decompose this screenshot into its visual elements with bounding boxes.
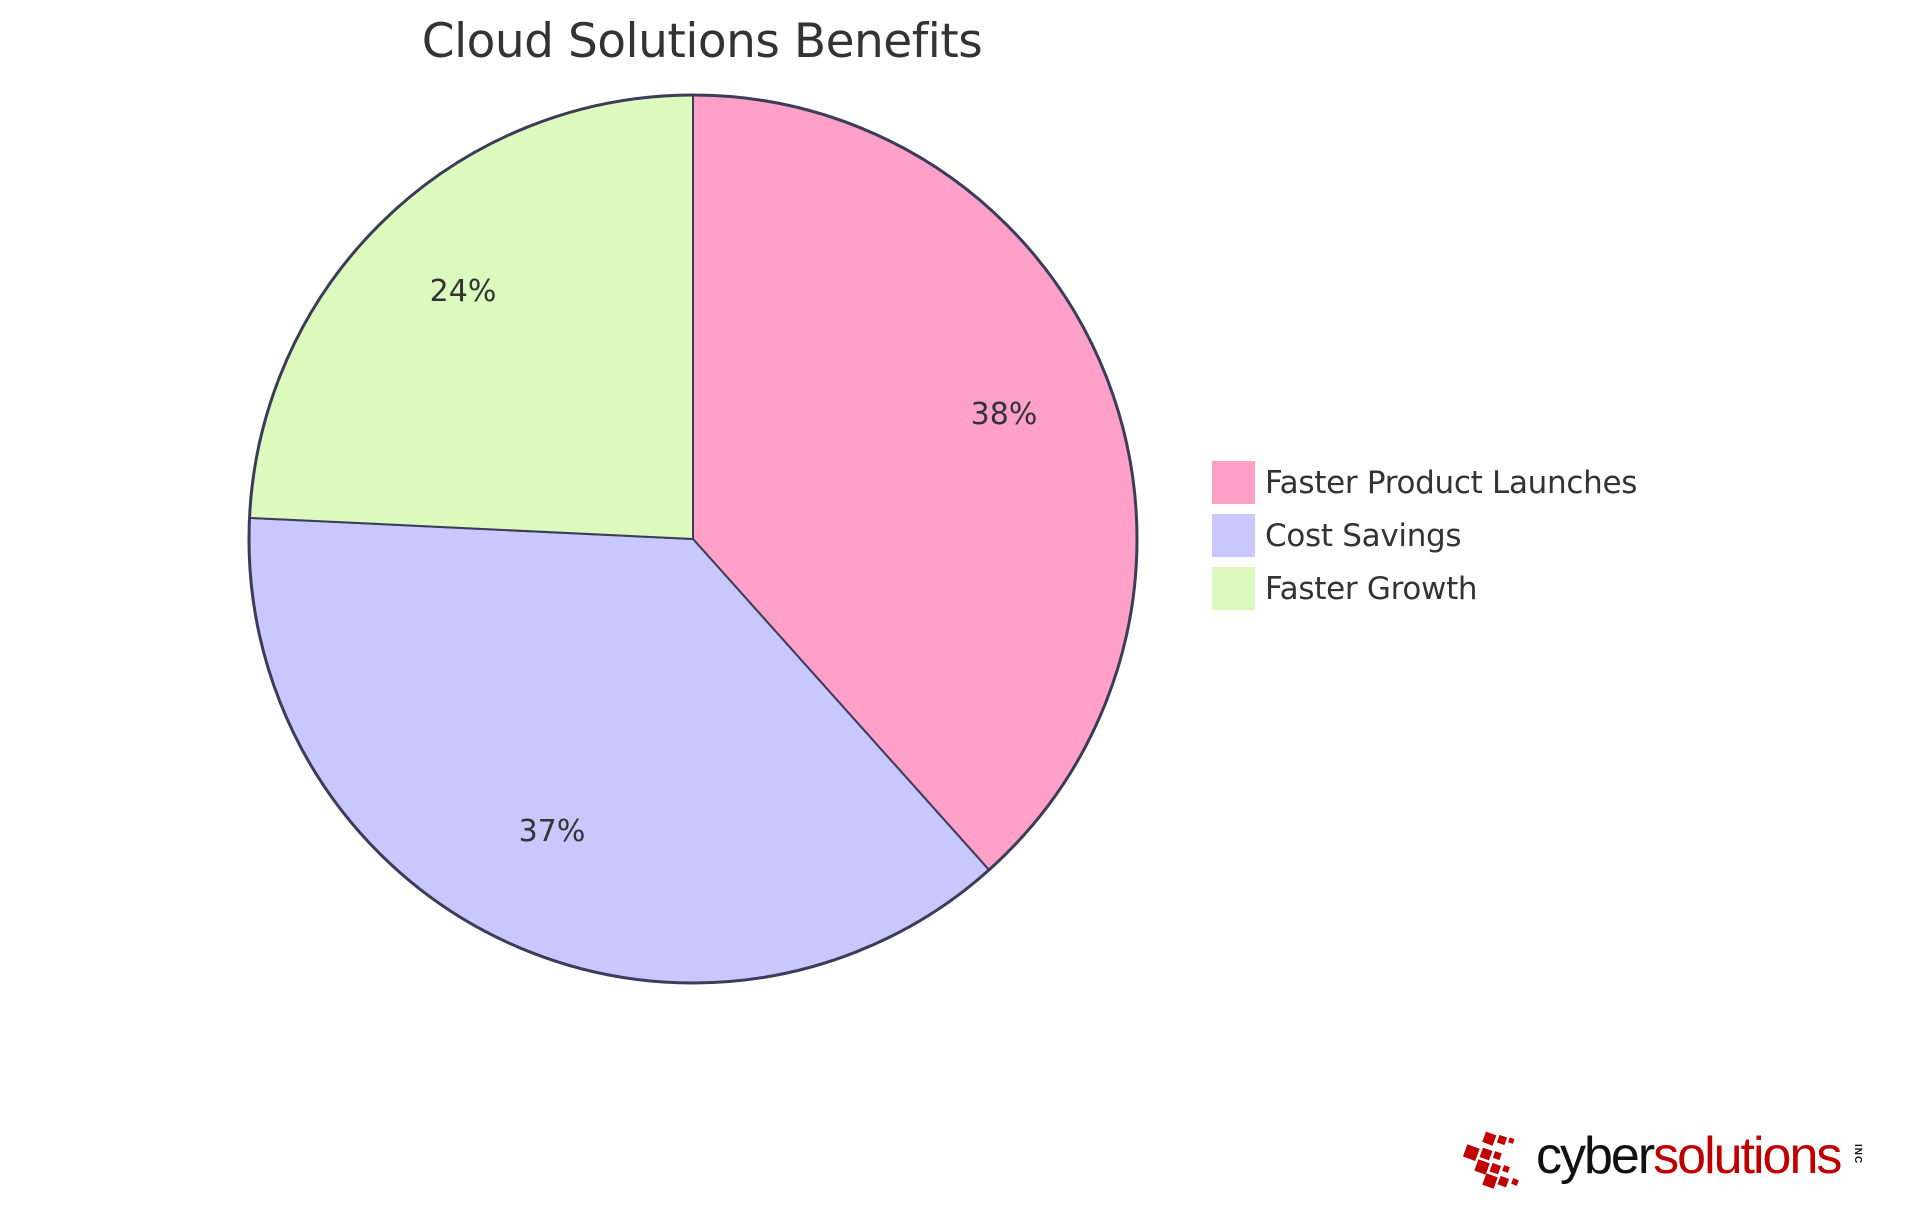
logo-cyber: cyber: [1536, 1127, 1655, 1185]
logo-wordmark: cybersolutions: [1536, 1127, 1842, 1185]
legend-swatch: [1211, 566, 1256, 611]
logo-squares-icon: [1462, 1131, 1519, 1189]
legend-label: Faster Product Launches: [1265, 464, 1638, 501]
legend-swatch: [1211, 460, 1256, 505]
legend-item-faster-growth: Faster Growth: [1211, 566, 1637, 611]
slice-label-cost-savings: 37%: [519, 814, 586, 849]
legend-item-faster-product-launches: Faster Product Launches: [1211, 460, 1637, 505]
legend-swatch: [1211, 513, 1256, 558]
logo-inc: INC: [1852, 1144, 1863, 1165]
slice-label-faster-growth: 24%: [430, 274, 497, 309]
chart-title: Cloud Solutions Benefits: [421, 14, 983, 69]
slice-label-faster-product-launches: 38%: [971, 397, 1038, 432]
cybersolutions-logo: cybersolutions INC: [1462, 1128, 1892, 1192]
legend: Faster Product Launches Cost Savings Fas…: [1211, 460, 1637, 619]
logo-solutions: solutions: [1653, 1127, 1842, 1185]
pie-outline: [247, 93, 1139, 985]
slice-faster-growth: [248, 93, 694, 541]
legend-item-cost-savings: Cost Savings: [1211, 513, 1637, 558]
legend-label: Cost Savings: [1265, 517, 1462, 554]
legend-label: Faster Growth: [1265, 570, 1478, 607]
